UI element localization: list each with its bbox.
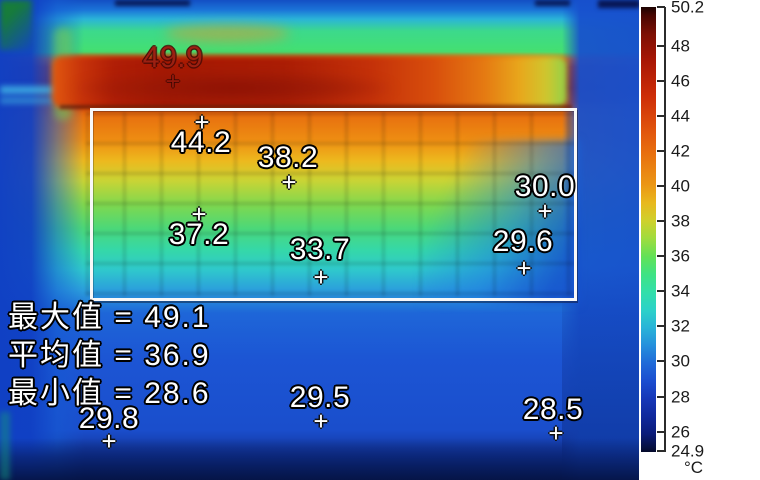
scale-axis-line <box>664 7 666 452</box>
scale-tick-label: 28 <box>671 388 690 405</box>
thermal-hot-core <box>68 70 398 106</box>
scale-tick-mark <box>657 185 665 187</box>
scale-tick-label: 48 <box>671 37 690 54</box>
thermal-topleft-green-patch <box>0 0 32 50</box>
scale-tick-mark <box>657 255 665 257</box>
scale-tick-mark <box>657 360 665 362</box>
scale-tick-label: 46 <box>671 72 690 89</box>
crosshair-marker: + <box>165 68 180 94</box>
scale-tick-mark <box>657 6 665 8</box>
crosshair-marker: + <box>313 408 328 434</box>
scale-tick-label: 40 <box>671 178 690 195</box>
scale-tick-mark <box>657 325 665 327</box>
crosshair-marker: + <box>537 198 552 224</box>
scale-tick-label: 30 <box>671 353 690 370</box>
measurement-region-box <box>90 108 577 301</box>
thermal-bottom-dark-band <box>0 438 639 480</box>
scale-tick-mark <box>657 80 665 82</box>
scale-tick-mark <box>657 45 665 47</box>
temp-spot-value: 33.7 <box>290 235 350 265</box>
thermal-top-edge-dark <box>115 0 190 6</box>
stat-max-line: 最大值 = 49.1 <box>8 303 211 333</box>
scale-tick-mark <box>657 220 665 222</box>
scale-tick-mark <box>657 431 665 433</box>
temperature-unit-label: °C <box>684 458 703 478</box>
thermal-bottomleft-teal-patch <box>0 412 10 480</box>
crosshair-marker: + <box>101 428 116 454</box>
thermal-top-edge-dark <box>535 0 570 6</box>
scale-tick-mark <box>657 396 665 398</box>
thermal-cyan-streak <box>0 97 55 104</box>
scale-tick-mark <box>657 290 665 292</box>
scale-tick-mark <box>657 450 665 452</box>
crosshair-marker: + <box>516 255 531 281</box>
scale-tick-label: 32 <box>671 318 690 335</box>
thermal-camera-screenshot: 49.9+44.2+38.2+37.2+33.7+30.0+29.6+29.5+… <box>0 0 760 480</box>
stat-min-line: 最小值 = 28.6 <box>8 379 211 409</box>
crosshair-marker: + <box>313 264 328 290</box>
scale-tick-mark <box>657 115 665 117</box>
thermal-top-edge-dark <box>598 0 639 8</box>
temperature-colorbar <box>641 7 656 452</box>
scale-tick-label: 34 <box>671 283 690 300</box>
scale-tick-label: 26 <box>671 423 690 440</box>
scale-tick-mark <box>657 150 665 152</box>
stat-avg-line: 平均值 = 36.9 <box>8 341 211 371</box>
scale-tick-label: 44 <box>671 107 690 124</box>
scale-tick-label: 38 <box>671 213 690 230</box>
scale-tick-label: 24.9 <box>671 443 704 460</box>
scale-tick-label: 42 <box>671 142 690 159</box>
scale-tick-label: 36 <box>671 248 690 265</box>
crosshair-marker: + <box>191 201 206 227</box>
crosshair-marker: + <box>548 420 563 446</box>
scale-tick-label: 50.2 <box>671 0 704 16</box>
crosshair-marker: + <box>281 169 296 195</box>
thermal-warm-reflection <box>165 25 290 42</box>
crosshair-marker: + <box>194 109 209 135</box>
